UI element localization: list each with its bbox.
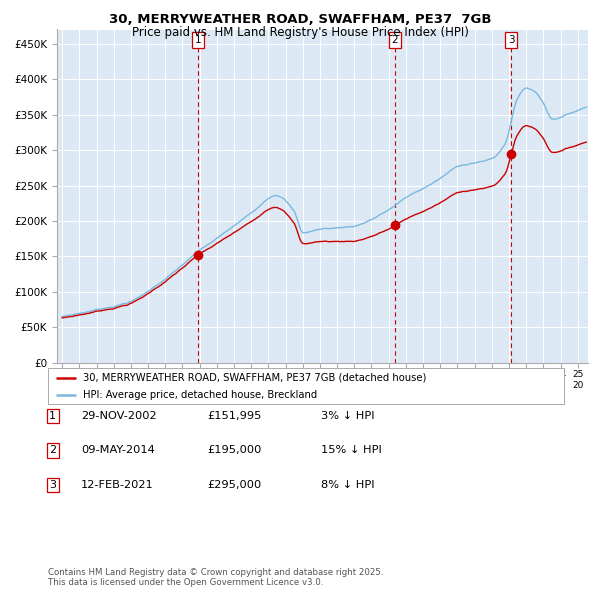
Text: 30, MERRYWEATHER ROAD, SWAFFHAM, PE37 7GB (detached house): 30, MERRYWEATHER ROAD, SWAFFHAM, PE37 7G… [83,373,427,383]
Text: 09-MAY-2014: 09-MAY-2014 [81,445,155,455]
Text: £195,000: £195,000 [207,445,262,455]
Text: 2: 2 [49,445,56,455]
Text: Price paid vs. HM Land Registry's House Price Index (HPI): Price paid vs. HM Land Registry's House … [131,26,469,39]
Text: £295,000: £295,000 [207,480,261,490]
Text: HPI: Average price, detached house, Breckland: HPI: Average price, detached house, Brec… [83,390,317,400]
Text: 3% ↓ HPI: 3% ↓ HPI [321,411,374,421]
Text: 2: 2 [392,35,398,45]
Text: 15% ↓ HPI: 15% ↓ HPI [321,445,382,455]
Text: 8% ↓ HPI: 8% ↓ HPI [321,480,374,490]
Text: 3: 3 [49,480,56,490]
Text: 30, MERRYWEATHER ROAD, SWAFFHAM, PE37  7GB: 30, MERRYWEATHER ROAD, SWAFFHAM, PE37 7G… [109,13,491,26]
Text: 3: 3 [508,35,514,45]
Text: £151,995: £151,995 [207,411,262,421]
Text: 1: 1 [195,35,202,45]
Text: 29-NOV-2002: 29-NOV-2002 [81,411,157,421]
Text: 12-FEB-2021: 12-FEB-2021 [81,480,154,490]
Text: 1: 1 [49,411,56,421]
Text: Contains HM Land Registry data © Crown copyright and database right 2025.
This d: Contains HM Land Registry data © Crown c… [48,568,383,587]
